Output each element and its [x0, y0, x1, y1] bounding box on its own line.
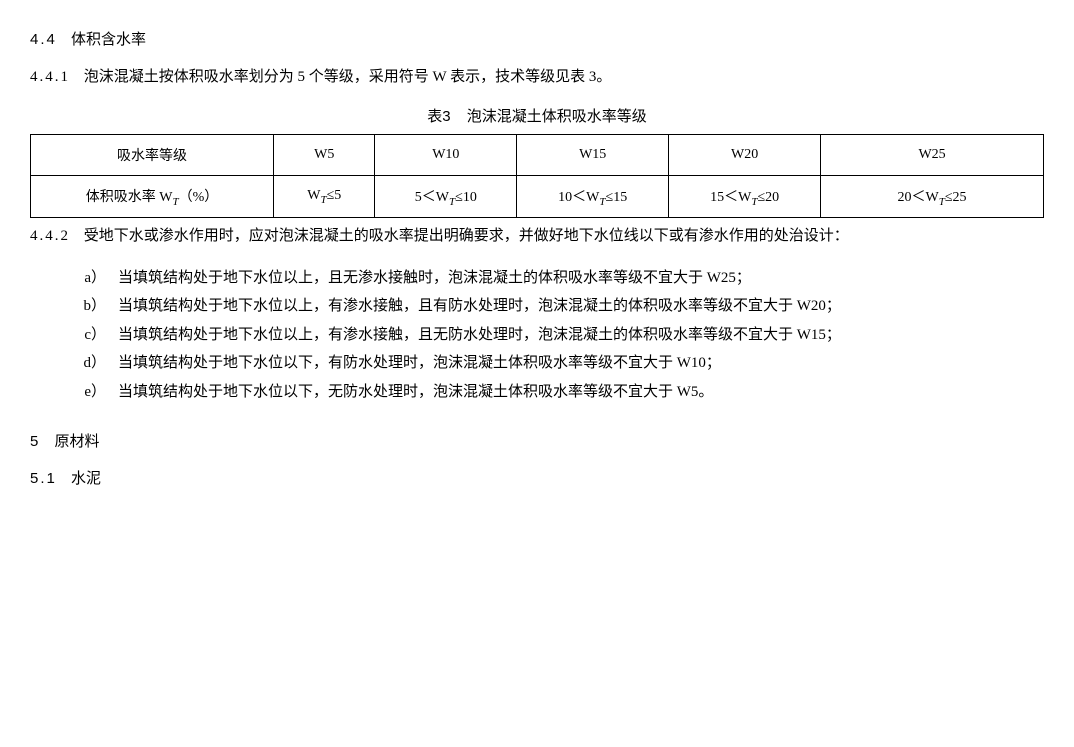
table-3-row-0: 吸水率等级 W5 W10 W15 W20 W25 [31, 134, 1044, 175]
table-3-r1-c4: 15＜WT≤20 [669, 175, 821, 218]
list-marker-d: d） [30, 349, 118, 378]
para-4-4-2-num: 4.4.2 [30, 228, 70, 244]
list-marker-b: b） [30, 292, 118, 321]
table-3-r0-c1: W5 [274, 134, 375, 175]
table-3-caption-num: 表3 [427, 108, 450, 125]
para-4-4-2-text: 受地下水或渗水作用时，应对泡沫混凝土的吸水率提出明确要求，并做好地下水位线以下或… [84, 228, 849, 244]
table-3-row-1: 体积吸水率 WT（%） WT≤5 5＜WT≤10 10＜WT≤15 15＜WT≤… [31, 175, 1044, 218]
table-3-r0-c5: W25 [821, 134, 1044, 175]
table-3: 吸水率等级 W5 W10 W15 W20 W25 体积吸水率 WT（%） WT≤… [30, 134, 1044, 219]
para-4-4-1-text: 泡沫混凝土按体积吸水率划分为 5 个等级，采用符号 W 表示，技术等级见表 3。 [84, 69, 612, 85]
para-4-4-2: 4.4.2 受地下水或渗水作用时，应对泡沫混凝土的吸水率提出明确要求，并做好地下… [30, 224, 1044, 250]
table-3-r0-c4: W20 [669, 134, 821, 175]
list-item-c: c） 当填筑结构处于地下水位以上，有渗水接触，且无防水处理时，泡沫混凝土的体积吸… [30, 321, 1044, 350]
heading-5-1: 5.1 水泥 [30, 467, 1044, 488]
t3r1c3-post: ≤15 [606, 190, 628, 205]
table-3-r1-c2: 5＜WT≤10 [375, 175, 517, 218]
table-3-caption: 表3 泡沫混凝土体积吸水率等级 [30, 105, 1044, 126]
list-item-a: a） 当填筑结构处于地下水位以上，且无渗水接触时，泡沫混凝土的体积吸水率等级不宜… [30, 264, 1044, 293]
table-3-caption-text: 泡沫混凝土体积吸水率等级 [467, 108, 647, 125]
list-text-a: 当填筑结构处于地下水位以上，且无渗水接触时，泡沫混凝土的体积吸水率等级不宜大于 … [118, 264, 1044, 293]
list-marker-a: a） [30, 264, 118, 293]
heading-5-title: 原材料 [55, 433, 100, 450]
table-3-r1-label: 体积吸水率 WT（%） [31, 175, 274, 218]
heading-5-1-num: 5.1 [30, 470, 57, 487]
heading-4-4-title: 体积含水率 [71, 31, 146, 48]
t3r1c5-post: ≤25 [945, 190, 967, 205]
list-item-d: d） 当填筑结构处于地下水位以下，有防水处理时，泡沫混凝土体积吸水率等级不宜大于… [30, 349, 1044, 378]
list-marker-e: e） [30, 378, 118, 407]
table-3-r0-label: 吸水率等级 [31, 134, 274, 175]
list-item-e: e） 当填筑结构处于地下水位以下，无防水处理时，泡沫混凝土体积吸水率等级不宜大于… [30, 378, 1044, 407]
heading-5-num: 5 [30, 433, 38, 450]
list-item-b: b） 当填筑结构处于地下水位以上，有渗水接触，且有防水处理时，泡沫混凝土的体积吸… [30, 292, 1044, 321]
heading-4-4-num: 4.4 [30, 31, 57, 48]
table-3-r0-c3: W15 [517, 134, 669, 175]
table-3-r1-label-post: （%） [179, 190, 219, 205]
t3r1c4-pre: 15＜W [710, 190, 751, 205]
heading-5: 5 原材料 [30, 430, 1044, 451]
list-text-b: 当填筑结构处于地下水位以上，有渗水接触，且有防水处理时，泡沫混凝土的体积吸水率等… [118, 292, 1044, 321]
list-marker-c: c） [30, 321, 118, 350]
t3r1c2-pre: 5＜W [415, 190, 449, 205]
t3r1c1-post: ≤5 [327, 188, 342, 203]
table-3-r1-label-pre: 体积吸水率 W [86, 190, 173, 205]
t3r1c5-pre: 20＜W [898, 190, 939, 205]
t3r1c1-pre: W [307, 188, 320, 203]
table-3-r1-c3: 10＜WT≤15 [517, 175, 669, 218]
t3r1c2-post: ≤10 [455, 190, 477, 205]
t3r1c4-post: ≤20 [757, 190, 779, 205]
para-4-4-1-num: 4.4.1 [30, 69, 70, 85]
list-text-e: 当填筑结构处于地下水位以下，无防水处理时，泡沫混凝土体积吸水率等级不宜大于 W5… [118, 378, 1044, 407]
para-4-4-1: 4.4.1 泡沫混凝土按体积吸水率划分为 5 个等级，采用符号 W 表示，技术等… [30, 65, 1044, 91]
table-3-r1-c1: WT≤5 [274, 175, 375, 218]
t3r1c3-pre: 10＜W [558, 190, 599, 205]
list-text-c: 当填筑结构处于地下水位以上，有渗水接触，且无防水处理时，泡沫混凝土的体积吸水率等… [118, 321, 1044, 350]
table-3-r1-c5: 20＜WT≤25 [821, 175, 1044, 218]
list-4-4-2: a） 当填筑结构处于地下水位以上，且无渗水接触时，泡沫混凝土的体积吸水率等级不宜… [30, 264, 1044, 407]
list-text-d: 当填筑结构处于地下水位以下，有防水处理时，泡沫混凝土体积吸水率等级不宜大于 W1… [118, 349, 1044, 378]
heading-5-1-title: 水泥 [71, 470, 101, 487]
table-3-r0-c2: W10 [375, 134, 517, 175]
heading-4-4: 4.4 体积含水率 [30, 28, 1044, 49]
